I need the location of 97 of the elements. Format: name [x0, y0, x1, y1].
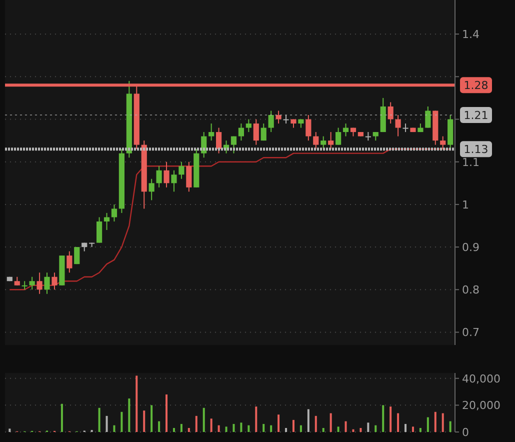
candlestick — [336, 127, 342, 146]
candlestick — [440, 136, 446, 150]
y-tick-label: 1 — [462, 198, 469, 212]
candlestick — [208, 123, 214, 142]
candlestick — [171, 170, 177, 192]
candlestick — [104, 212, 110, 230]
bar — [397, 413, 400, 432]
bar — [344, 421, 347, 432]
candlestick — [230, 136, 237, 154]
candlestick — [96, 216, 102, 244]
y-tick-label: 1.1 — [462, 156, 480, 169]
ref-line-label: 1.21 — [464, 109, 488, 122]
candlestick — [425, 106, 431, 128]
candlestick — [388, 102, 394, 124]
bar — [232, 424, 235, 432]
bar — [322, 428, 324, 432]
candlestick — [66, 250, 72, 274]
candlestick — [178, 161, 184, 180]
bar — [195, 416, 198, 432]
bar — [442, 413, 444, 432]
bar — [210, 418, 212, 432]
y-tick-label: 0.9 — [462, 241, 480, 254]
bar — [143, 410, 146, 432]
bar — [262, 424, 265, 432]
bar — [128, 398, 130, 432]
bar — [426, 417, 429, 432]
bar — [225, 426, 228, 432]
candlestick — [164, 161, 170, 188]
y-tick-label: 0.8 — [462, 284, 480, 297]
bar — [404, 424, 407, 432]
candlestick — [186, 161, 192, 192]
bar — [390, 406, 392, 432]
candlestick — [29, 276, 35, 290]
bar — [248, 425, 250, 432]
bar — [412, 426, 414, 432]
candlestick — [313, 132, 319, 150]
candlestick — [52, 272, 58, 290]
bar — [314, 416, 317, 432]
bar — [150, 405, 153, 432]
candlestick — [260, 123, 266, 142]
candlestick — [253, 118, 259, 146]
y-tick-label: 0 — [462, 426, 469, 439]
candlestick — [36, 272, 42, 294]
bar — [367, 422, 370, 432]
bar — [166, 394, 168, 432]
candlestick — [148, 178, 154, 201]
bar — [240, 422, 242, 432]
bar — [180, 424, 182, 432]
bar — [330, 413, 332, 432]
bar — [218, 425, 220, 432]
candlestick — [74, 246, 80, 265]
candlestick — [216, 127, 222, 154]
bar — [434, 412, 436, 432]
bar — [292, 420, 294, 432]
bar — [120, 412, 123, 432]
bar — [158, 421, 160, 432]
bar — [352, 429, 354, 432]
bar — [188, 428, 190, 432]
bar — [449, 421, 452, 432]
y-tick-label: 40,000 — [462, 372, 500, 386]
candlestick — [44, 272, 50, 294]
bar — [255, 406, 258, 432]
bar — [113, 425, 116, 432]
candlestick — [342, 123, 349, 137]
ref-line-label: 1.13 — [464, 143, 488, 156]
y-tick-label: 0.7 — [462, 326, 480, 340]
candlestick — [276, 110, 282, 124]
bar — [270, 425, 272, 432]
bar — [374, 425, 377, 432]
candlestick — [238, 123, 244, 142]
bar — [419, 428, 422, 432]
bar — [307, 409, 310, 432]
candlestick — [328, 132, 334, 150]
bar — [60, 404, 63, 432]
candlestick — [395, 114, 401, 137]
y-tick-label: 1.4 — [462, 28, 480, 42]
candlestick — [156, 166, 162, 188]
candlestick — [306, 114, 312, 142]
candlestick — [246, 118, 252, 133]
bar — [98, 408, 100, 432]
y-tick-label: 20,000 — [462, 399, 500, 412]
bar — [382, 405, 384, 432]
bar — [8, 428, 11, 432]
candlestick — [111, 204, 118, 222]
bar — [172, 428, 175, 432]
bar — [106, 416, 108, 432]
bar — [278, 414, 280, 432]
line-series — [9, 148, 451, 290]
bar — [136, 376, 138, 432]
bar — [202, 408, 205, 432]
candlestick — [320, 136, 326, 150]
bar — [360, 428, 362, 432]
ref-line-label: 1.28 — [464, 79, 488, 92]
bar — [285, 428, 288, 432]
candlestick — [268, 110, 274, 133]
bar — [337, 426, 340, 432]
bar — [300, 425, 302, 432]
